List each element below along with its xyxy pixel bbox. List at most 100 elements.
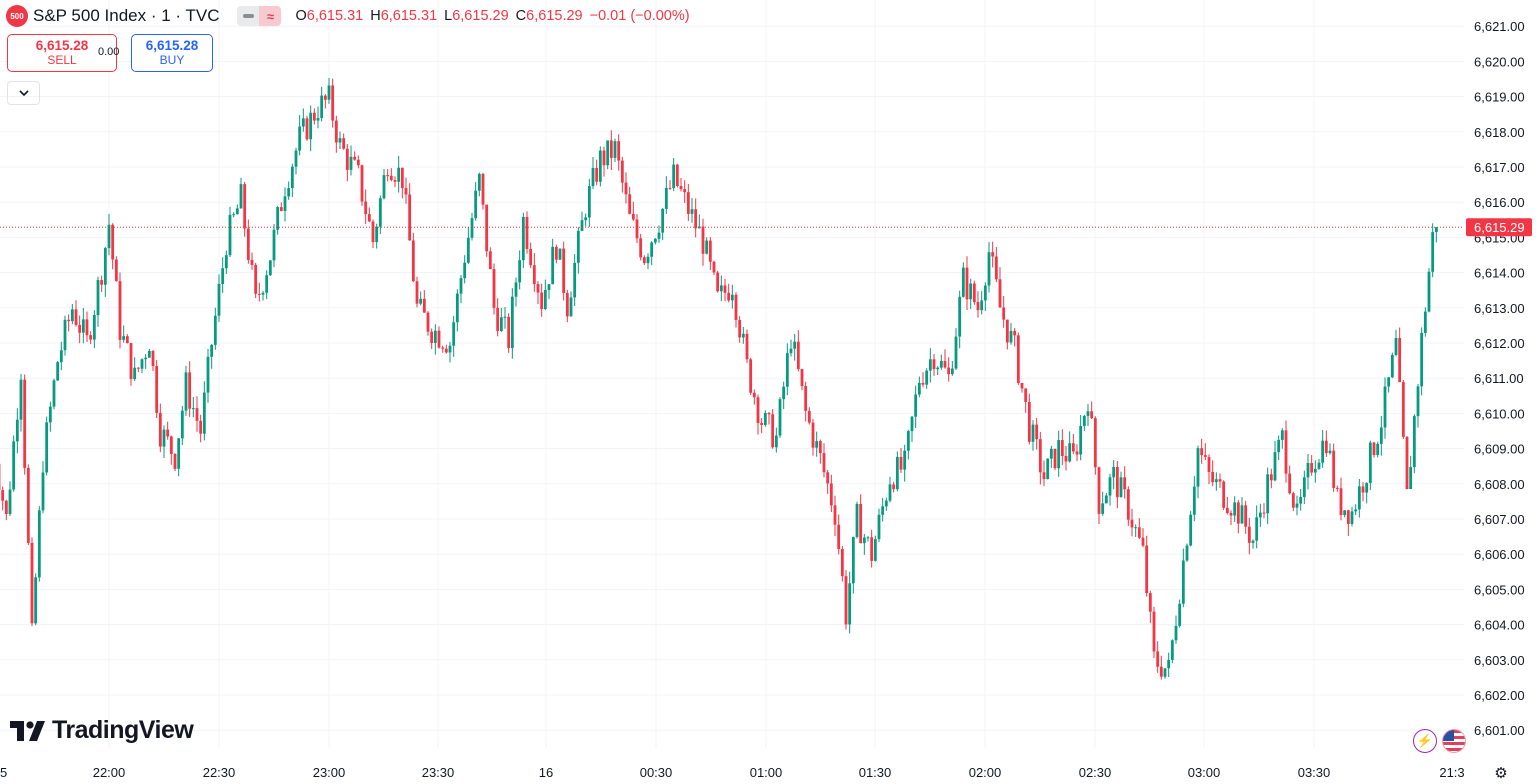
candle-body xyxy=(712,261,716,273)
candle-body xyxy=(305,118,309,140)
candle-body xyxy=(430,331,434,343)
price-axis-label: 6,617.00 xyxy=(1474,160,1525,175)
candle-body xyxy=(1185,545,1189,561)
candle-body xyxy=(499,317,503,332)
candle-body xyxy=(261,292,265,295)
collapse-legend-button[interactable] xyxy=(7,81,40,105)
candle-body xyxy=(521,216,525,261)
candle-body xyxy=(903,450,907,470)
candle-body xyxy=(895,456,899,490)
candle-body xyxy=(1082,415,1086,426)
candle-body xyxy=(675,164,679,187)
candle-body xyxy=(1350,511,1354,524)
candle-body xyxy=(257,293,261,295)
buy-button[interactable]: 6,615.28 BUY xyxy=(131,34,213,72)
tradingview-logo[interactable]: TradingView xyxy=(10,716,194,745)
candle-body xyxy=(1277,439,1281,453)
candle-body xyxy=(166,429,170,437)
candle-body xyxy=(573,262,577,298)
candle-body xyxy=(191,408,195,410)
candle-body xyxy=(969,283,973,300)
price-axis-label: 6,606.00 xyxy=(1474,547,1525,562)
candle-body xyxy=(1123,477,1127,490)
low-value: 6,615.29 xyxy=(452,8,509,24)
candle-body xyxy=(1346,510,1350,524)
candle-body xyxy=(1137,527,1141,538)
low-label: L xyxy=(444,8,453,24)
candle-body xyxy=(613,141,617,158)
candle-body xyxy=(763,412,767,425)
candle-body xyxy=(30,542,34,624)
candle-body xyxy=(1244,505,1248,527)
candle-body xyxy=(1035,424,1039,440)
candle-body xyxy=(213,315,217,345)
candle-body xyxy=(243,184,247,229)
candle-body xyxy=(646,256,650,264)
candle-body xyxy=(345,148,349,170)
candle-body xyxy=(1229,512,1233,516)
symbol-logo: 500 xyxy=(6,5,28,27)
candle-body xyxy=(1233,502,1237,516)
price-axis-label: 6,604.00 xyxy=(1474,618,1525,633)
gear-icon[interactable]: ⚙ xyxy=(1494,765,1508,782)
candle-body xyxy=(334,120,338,143)
candle-body xyxy=(606,140,610,166)
candle-body xyxy=(481,173,485,205)
candle-body xyxy=(980,300,984,311)
time-axis-label: 03:30 xyxy=(1298,765,1331,780)
candle-body xyxy=(459,278,463,294)
candle-body xyxy=(389,175,393,181)
candle-body xyxy=(279,207,283,211)
candle-body xyxy=(1020,382,1024,389)
time-axis-label: 23:30 xyxy=(422,765,455,780)
candle-body xyxy=(558,248,562,260)
candle-body xyxy=(224,255,228,269)
line-toggle-icon[interactable] xyxy=(237,6,260,26)
candle-body xyxy=(1394,337,1398,355)
symbol-title[interactable]: S&P 500 Index · 1 · TVC xyxy=(33,6,220,25)
candle-body xyxy=(433,330,437,343)
candle-body xyxy=(738,320,742,338)
candle-body xyxy=(1112,466,1116,478)
candle-body xyxy=(1075,451,1079,455)
candle-body xyxy=(239,184,243,209)
us-flag-icon[interactable] xyxy=(1442,729,1466,753)
candle-body xyxy=(1299,497,1303,504)
candle-body xyxy=(1218,479,1222,482)
candle-body xyxy=(125,336,129,344)
candle-body xyxy=(833,505,837,525)
candle-body xyxy=(719,285,723,292)
candle-body xyxy=(873,539,877,561)
candle-body xyxy=(59,350,63,363)
candle-body xyxy=(1086,411,1090,416)
sell-label: SELL xyxy=(47,53,77,67)
candle-body xyxy=(961,267,965,297)
candle-body xyxy=(507,316,511,349)
candle-body xyxy=(1222,481,1226,508)
candle-body xyxy=(1024,388,1028,402)
candle-body xyxy=(1093,418,1097,468)
candle-body xyxy=(1097,467,1101,514)
candle-body xyxy=(543,289,547,309)
lightning-icon[interactable]: ⚡ xyxy=(1413,729,1437,753)
candle-body xyxy=(250,259,254,265)
candle-body xyxy=(378,198,382,227)
candle-body xyxy=(188,372,192,409)
candle-body xyxy=(444,348,448,353)
candle-body xyxy=(309,112,313,140)
candle-body xyxy=(767,412,771,415)
candle-body xyxy=(1192,486,1196,515)
candle-body xyxy=(169,436,173,454)
sell-button[interactable]: 6,615.28 SELL xyxy=(7,34,117,72)
wave-toggle-icon[interactable]: ≈ xyxy=(259,6,282,26)
candle-body xyxy=(1057,440,1061,469)
candle-body xyxy=(653,238,657,243)
candle-body xyxy=(1368,442,1372,483)
buy-label: BUY xyxy=(159,53,185,67)
candle-body xyxy=(133,367,137,380)
candle-body xyxy=(1060,440,1064,456)
candle-body xyxy=(694,209,698,229)
candle-body xyxy=(1170,640,1174,660)
candle-body xyxy=(1357,486,1361,510)
